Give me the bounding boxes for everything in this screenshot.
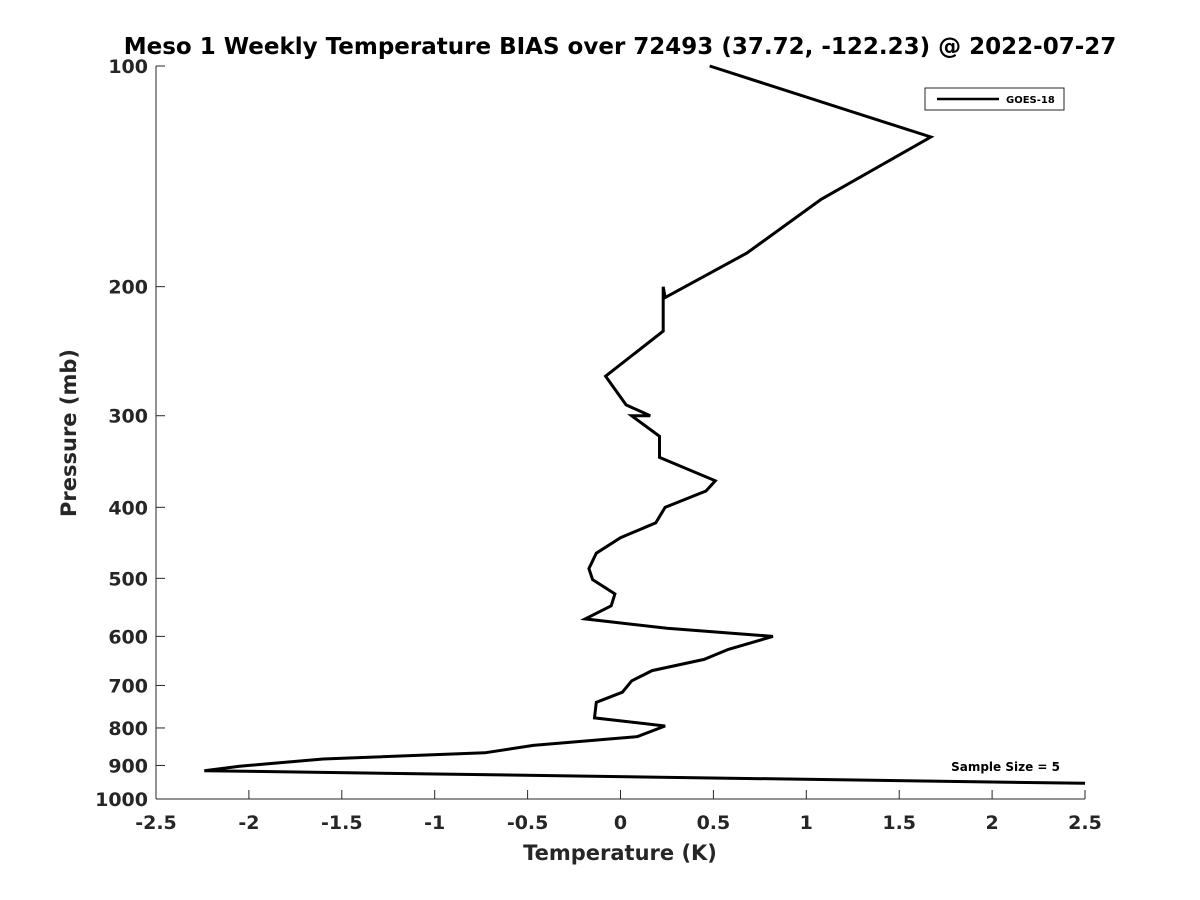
legend: GOES-18: [924, 87, 1065, 111]
y-tick-label: 100: [108, 56, 148, 78]
plot-area: -2.5 -2 -1.5 -1 -0.5 0 0.5 1 1.5 2 2.5 100 200 300 40…: [95, 56, 1102, 834]
chart-title: Meso 1 Weekly Temperature BIAS over 7249…: [124, 34, 1117, 60]
y-tick-label: 500: [108, 568, 148, 590]
x-axis-label: Temperature (K): [523, 841, 717, 865]
x-tick-label: -1.5: [321, 812, 363, 834]
y-axis-label: Pressure (mb): [57, 349, 81, 517]
x-tick-label: 0.5: [697, 812, 731, 834]
y-tick-label: 800: [108, 718, 148, 740]
x-tick-label: 0: [614, 812, 627, 834]
x-tick-label: -2: [238, 812, 259, 834]
y-tick-label: 1000: [95, 789, 148, 811]
y-tick-label: 400: [108, 497, 148, 519]
series-layer: [204, 64, 1086, 785]
x-tick-label: 2.5: [1068, 812, 1102, 834]
x-ticks: -2.5 -2 -1.5 -1 -0.5 0 0.5 1 1.5 2 2.5: [135, 790, 1102, 834]
y-tick-label: 900: [108, 755, 148, 777]
y-tick-label: 600: [108, 626, 148, 648]
series-line-goes-18: [204, 64, 1086, 785]
x-tick-label: 1.5: [882, 812, 916, 834]
x-tick-label: 2: [985, 812, 998, 834]
x-tick-label: -1: [424, 812, 445, 834]
y-tick-label: 200: [108, 277, 148, 299]
sample-size-annotation: Sample Size = 5: [951, 760, 1060, 774]
y-tick-label: 700: [108, 675, 148, 697]
y-tick-label: 300: [108, 406, 148, 428]
x-tick-label: -2.5: [135, 812, 177, 834]
y-ticks: 100 200 300 400 500 600 700 800 900 1000: [95, 56, 165, 811]
legend-label-goes-18: GOES-18: [1006, 95, 1055, 106]
x-tick-label: 1: [800, 812, 813, 834]
x-tick-label: -0.5: [507, 812, 549, 834]
